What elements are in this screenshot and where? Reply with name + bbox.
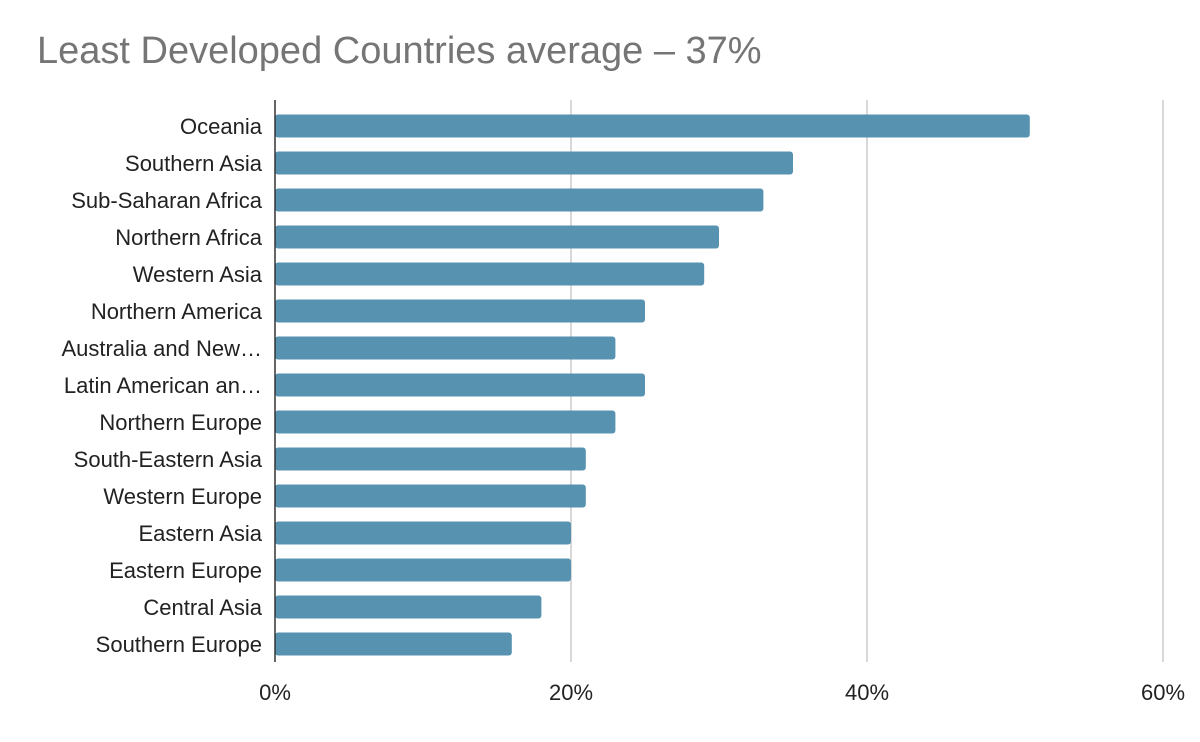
bar (275, 262, 705, 286)
category-label: Central Asia (143, 595, 262, 620)
bar (275, 225, 719, 249)
category-label: Northern America (91, 299, 263, 324)
category-label: Northern Africa (115, 225, 262, 250)
category-label: Eastern Europe (109, 558, 262, 583)
bar (275, 521, 571, 545)
bar (275, 188, 764, 212)
bar (275, 558, 571, 582)
category-label: Sub-Saharan Africa (71, 188, 263, 213)
bar (275, 373, 645, 397)
x-tick-label: 0% (259, 680, 291, 705)
x-tick-labels: 0% 20% 40% 60% (259, 680, 1185, 705)
bar (275, 447, 586, 471)
category-label: Western Europe (103, 484, 262, 509)
category-labels: Oceania Southern Asia Sub-Saharan Africa No… (61, 114, 262, 657)
category-label: South-Eastern Asia (74, 447, 263, 472)
bar (275, 336, 616, 360)
chart-title: Least Developed Countries average – 37% (37, 30, 762, 72)
bar (275, 151, 793, 175)
category-label: Southern Europe (96, 632, 262, 657)
category-label: Oceania (180, 114, 263, 139)
grid-lines (570, 100, 1164, 662)
x-tick-label: 60% (1141, 680, 1185, 705)
category-label: Northern Europe (99, 410, 262, 435)
category-label: Eastern Asia (138, 521, 262, 546)
category-label: Western Asia (133, 262, 263, 287)
bar (275, 484, 586, 508)
bar (275, 595, 542, 619)
bar (275, 410, 616, 434)
category-label: Australia and New… (61, 336, 262, 361)
bar (275, 632, 512, 656)
bar (275, 114, 1030, 138)
x-tick-label: 40% (845, 680, 889, 705)
category-label: Latin American an… (64, 373, 262, 398)
bars (275, 114, 1030, 656)
x-tick-label: 20% (549, 680, 593, 705)
category-label: Southern Asia (125, 151, 263, 176)
bar (275, 299, 645, 323)
